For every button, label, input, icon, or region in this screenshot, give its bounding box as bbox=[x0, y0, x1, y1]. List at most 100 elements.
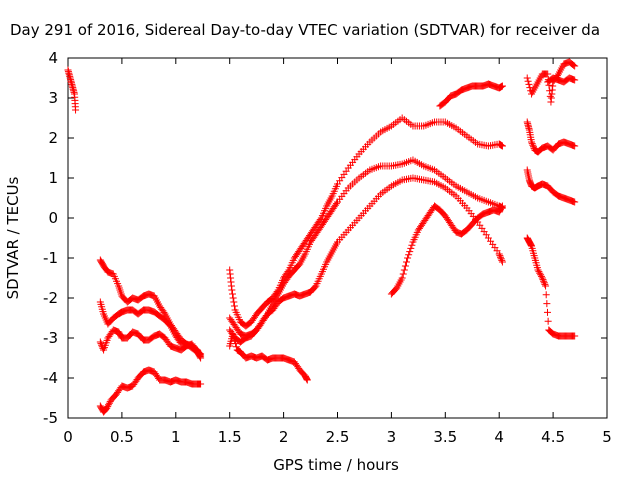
data-points bbox=[64, 58, 579, 416]
data-point bbox=[398, 274, 406, 282]
data-point bbox=[160, 308, 168, 316]
data-point bbox=[498, 203, 506, 211]
data-point bbox=[96, 338, 104, 346]
y-tick-label: -4 bbox=[43, 369, 58, 387]
data-point bbox=[544, 70, 552, 78]
data-point bbox=[332, 200, 340, 208]
x-tick-label: 3 bbox=[387, 428, 397, 446]
data-point bbox=[529, 141, 537, 149]
data-point bbox=[496, 253, 504, 261]
data-point bbox=[496, 252, 504, 260]
data-point bbox=[498, 82, 506, 90]
x-tick-label: 1 bbox=[171, 428, 181, 446]
data-point bbox=[405, 251, 413, 259]
series-track-b-early bbox=[96, 366, 205, 416]
data-point bbox=[498, 258, 506, 266]
data-point bbox=[105, 401, 113, 409]
data-point bbox=[497, 255, 505, 263]
data-point bbox=[229, 290, 237, 298]
data-point bbox=[542, 291, 550, 299]
x-tick-label: 2 bbox=[279, 428, 289, 446]
data-point bbox=[534, 266, 542, 274]
series-track-n-end bbox=[523, 118, 579, 156]
series-track-l-end bbox=[523, 234, 579, 340]
data-point bbox=[571, 62, 579, 70]
x-tick-label: 2.5 bbox=[326, 428, 350, 446]
data-point bbox=[498, 256, 506, 264]
y-tick-label: 4 bbox=[48, 49, 58, 67]
x-tick-label: 0 bbox=[63, 428, 73, 446]
data-point bbox=[539, 276, 547, 284]
data-point bbox=[543, 300, 551, 308]
data-point bbox=[523, 74, 531, 82]
data-point bbox=[400, 266, 408, 274]
data-point bbox=[543, 308, 551, 316]
data-point bbox=[538, 274, 546, 282]
series-track-p-end bbox=[544, 74, 579, 86]
series-track-i-mid bbox=[226, 174, 506, 346]
data-point bbox=[498, 142, 506, 150]
chart-title: Day 291 of 2016, Sidereal Day-to-day VTE… bbox=[10, 21, 600, 39]
y-axis-label: SDTVAR / TECUs bbox=[4, 176, 22, 299]
y-tick-label: -3 bbox=[43, 329, 58, 347]
data-point bbox=[570, 61, 578, 69]
data-point bbox=[525, 80, 533, 88]
data-point bbox=[230, 302, 238, 310]
data-point bbox=[197, 354, 205, 362]
series-track-g-mid bbox=[226, 114, 506, 330]
data-point bbox=[536, 269, 544, 277]
data-point bbox=[535, 268, 543, 276]
series-track-e-early bbox=[96, 326, 205, 362]
x-tick-label: 3.5 bbox=[433, 428, 457, 446]
data-point bbox=[406, 248, 414, 256]
data-point bbox=[571, 76, 579, 84]
data-point bbox=[540, 279, 548, 287]
data-point bbox=[498, 202, 506, 210]
data-point bbox=[537, 271, 545, 279]
data-point bbox=[528, 138, 536, 146]
x-axis-label: GPS time / hours bbox=[273, 456, 399, 474]
data-point bbox=[495, 250, 503, 258]
series-track-j-late bbox=[387, 202, 506, 298]
data-point bbox=[408, 241, 416, 249]
data-point bbox=[540, 277, 548, 285]
y-tick-label: -1 bbox=[43, 249, 58, 267]
data-point bbox=[541, 280, 549, 288]
data-point bbox=[407, 244, 415, 252]
data-point bbox=[303, 376, 311, 384]
data-point bbox=[104, 402, 112, 410]
series-track-a-start bbox=[64, 66, 80, 114]
series-track-m-end bbox=[523, 166, 579, 206]
x-tick-label: 4 bbox=[494, 428, 504, 446]
x-tick-label: 0.5 bbox=[110, 428, 134, 446]
axis-ticks: 0 0.5 1 1.5 2 2.5 3 3.5 4 4.5 5 -5 -4 -3 -2 -1 0 1 2 3 4 bbox=[43, 49, 612, 446]
data-point bbox=[196, 353, 204, 361]
data-point bbox=[571, 198, 579, 206]
y-tick-label: 1 bbox=[48, 169, 58, 187]
data-point bbox=[228, 286, 236, 294]
x-tick-label: 5 bbox=[602, 428, 612, 446]
data-point bbox=[571, 142, 579, 150]
data-point bbox=[404, 254, 412, 262]
y-tick-label: -2 bbox=[43, 289, 58, 307]
data-point bbox=[401, 262, 409, 270]
data-point bbox=[97, 340, 105, 348]
data-point bbox=[402, 258, 410, 266]
data-point bbox=[544, 317, 552, 325]
data-point bbox=[542, 282, 550, 290]
data-point bbox=[528, 140, 536, 148]
data-point bbox=[72, 106, 80, 114]
data-point bbox=[311, 283, 319, 291]
x-tick-label: 1.5 bbox=[218, 428, 242, 446]
y-tick-label: 2 bbox=[48, 129, 58, 147]
data-point bbox=[537, 272, 545, 280]
data-point bbox=[105, 399, 113, 407]
data-point bbox=[232, 343, 240, 351]
y-tick-label: 3 bbox=[48, 89, 58, 107]
series-track-k-late bbox=[436, 80, 506, 110]
data-point bbox=[571, 332, 579, 340]
data-point bbox=[229, 294, 237, 302]
data-point bbox=[103, 404, 111, 412]
data-point bbox=[197, 380, 205, 388]
